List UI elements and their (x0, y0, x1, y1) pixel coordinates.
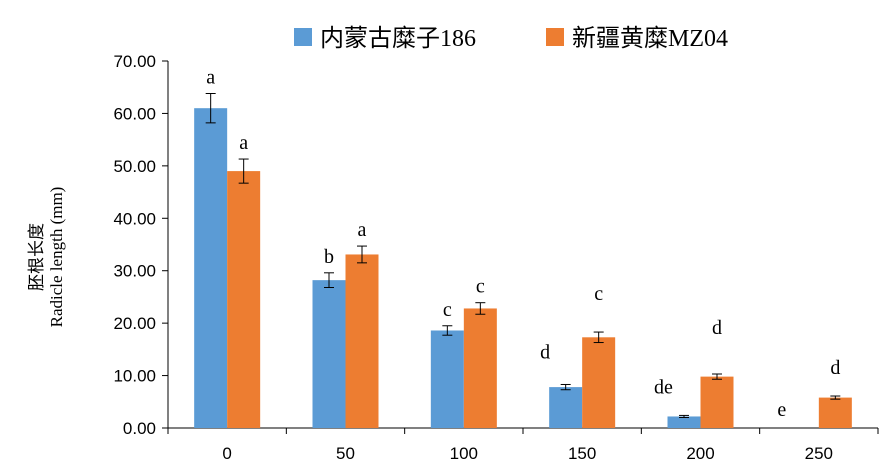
legend: 内蒙古糜子186 新疆黄糜MZ04 (294, 25, 728, 52)
bar-series-1-150 (582, 337, 616, 428)
significance-label: d (540, 341, 550, 363)
x-tick-label: 100 (450, 444, 478, 463)
significance-label: e (777, 399, 786, 421)
bar-series-1-250 (818, 397, 852, 428)
significance-label: c (594, 283, 603, 305)
significance-label: a (206, 67, 215, 89)
x-tick-label: 250 (805, 444, 833, 463)
y-axis-ticks: 0.00 10.00 20.00 30.00 40.00 50.00 60.00 70.00 (113, 52, 168, 438)
bar-series-1-0 (227, 171, 261, 428)
legend-swatch-series-0 (294, 28, 312, 46)
bar-series-1-200 (700, 376, 734, 428)
bar-series-0-0 (194, 108, 228, 428)
bar-series-0-100 (430, 330, 464, 428)
bar-series-1-50 (345, 254, 379, 428)
y-tick-label: 30.00 (113, 262, 156, 281)
x-axis-ticks: 0 50 100 150 200 250 (167, 428, 879, 463)
x-tick-label: 150 (568, 444, 596, 463)
legend-label-series-1: 新疆黄糜MZ04 (572, 25, 728, 52)
y-tick-label: 20.00 (113, 314, 156, 333)
significance-label: d (712, 317, 722, 339)
significance-label: a (239, 132, 248, 154)
significance-label: c (476, 276, 485, 298)
significance-label: a (358, 219, 367, 241)
y-tick-label: 60.00 (113, 104, 156, 123)
x-tick-label: 200 (686, 444, 714, 463)
y-tick-label: 10.00 (113, 367, 156, 386)
error-bars (205, 93, 841, 419)
legend-swatch-series-1 (546, 28, 564, 46)
bar-series-1-100 (463, 308, 497, 428)
bar-series-0-150 (549, 387, 583, 428)
x-tick-label: 0 (222, 444, 231, 463)
bar-series-0-50 (312, 280, 346, 428)
y-axis-title-en: Radicle length (mm) (47, 187, 66, 328)
significance-labels: a b c d de e a a c c d d (206, 67, 840, 421)
legend-label-series-0: 内蒙古糜子186 (320, 25, 476, 52)
bars (194, 108, 852, 428)
y-axis-title: 胚根长度 Radicle length (mm) (27, 187, 66, 328)
significance-label: d (830, 357, 840, 379)
bar-series-0-200 (667, 416, 701, 428)
y-tick-label: 0.00 (123, 419, 156, 438)
significance-label: b (324, 246, 334, 268)
y-tick-label: 70.00 (113, 52, 156, 71)
y-axis-title-zh: 胚根长度 (27, 223, 46, 291)
significance-label: c (443, 299, 452, 321)
significance-label: de (654, 376, 673, 398)
y-tick-label: 50.00 (113, 157, 156, 176)
x-tick-label: 50 (336, 444, 355, 463)
y-tick-label: 40.00 (113, 209, 156, 228)
